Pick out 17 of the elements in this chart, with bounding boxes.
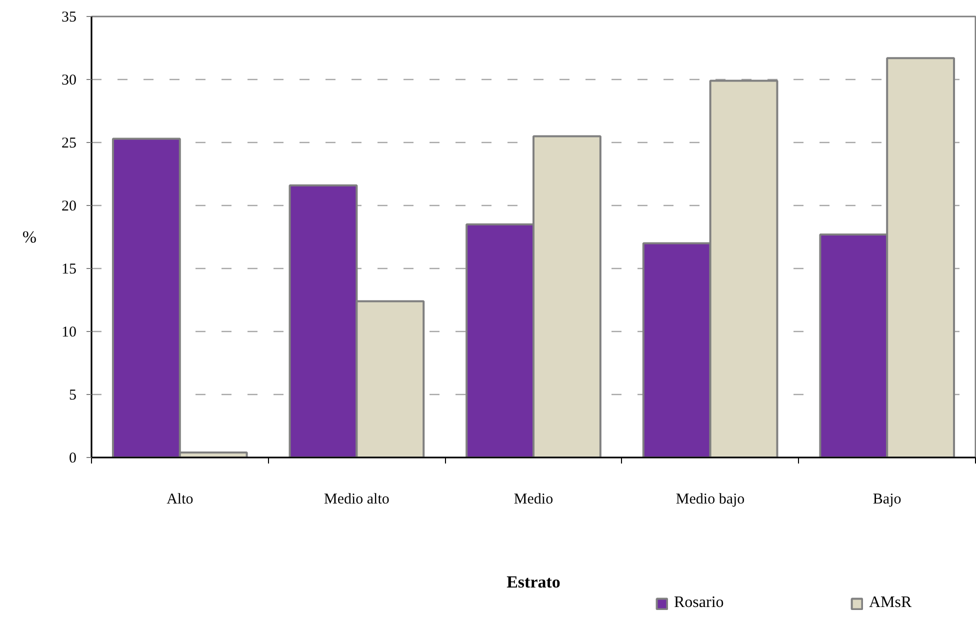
y-tick-label: 15 (62, 262, 76, 278)
x-tick-label: Alto (166, 492, 194, 508)
y-tick-label: 30 (62, 72, 76, 88)
y-tick-label: 35 (62, 10, 76, 26)
x-tick-label: Medio bajo (676, 492, 745, 508)
legend-label: AMsR (869, 594, 913, 612)
y-tick-label: 25 (62, 136, 76, 152)
y-tick-label: 20 (62, 198, 76, 214)
x-tick-label: Medio (514, 492, 554, 508)
x-axis-title: Estrato (506, 572, 560, 592)
x-tick-label: Bajo (872, 492, 902, 508)
y-tick-label: 5 (69, 388, 76, 404)
y-tick-label: 10 (62, 324, 76, 340)
legend-label: Rosario (674, 594, 725, 612)
x-tick-label: Medio alto (324, 492, 390, 508)
y-axis-title: % (22, 228, 37, 246)
y-tick-label: 0 (69, 450, 76, 466)
